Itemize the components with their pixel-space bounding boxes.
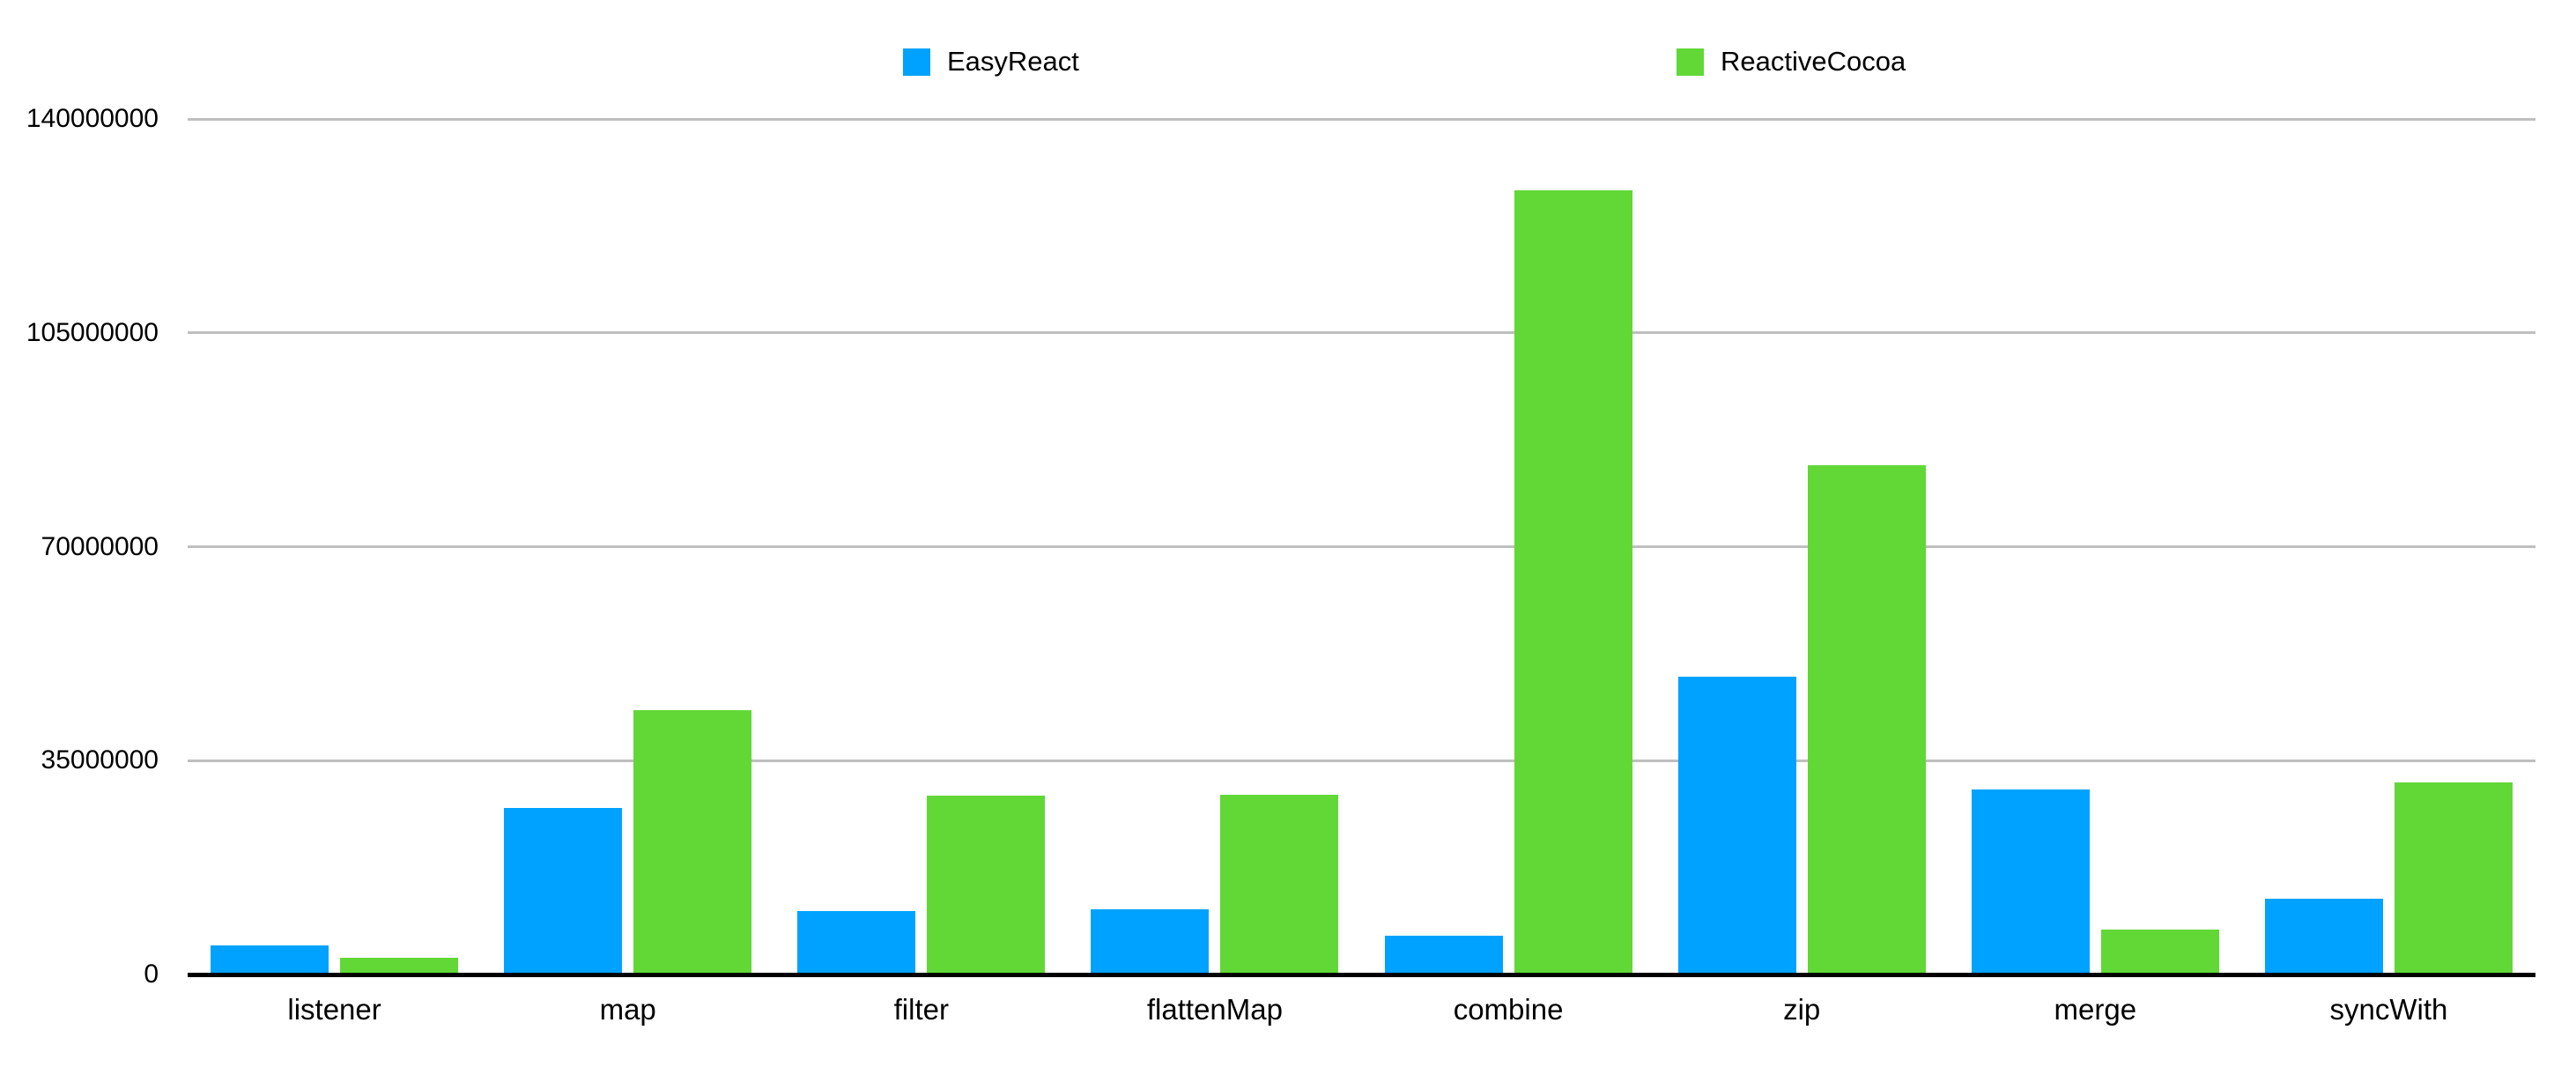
- y-axis-label-140000000: 140000000: [26, 104, 159, 133]
- bar-reactivecocoa-merge: [2100, 929, 2219, 973]
- legend-item-reactivecocoa: ReactiveCocoa: [1677, 42, 1906, 81]
- x-axis-label-zip: zip: [1783, 993, 1821, 1026]
- bar-reactivecocoa-flattenmap: [1220, 795, 1339, 973]
- x-axis-label-merge: merge: [2054, 993, 2137, 1026]
- bar-reactivecocoa-listener: [340, 957, 459, 973]
- bar-easyreact-filter: [797, 910, 916, 973]
- x-axis-label-listener: listener: [287, 993, 381, 1026]
- x-axis-label-map: map: [599, 993, 656, 1026]
- y-axis-label-0: 0: [144, 960, 159, 989]
- bar-easyreact-syncwith: [2264, 899, 2383, 973]
- x-axis-label-combine: combine: [1453, 993, 1564, 1026]
- bar-reactivecocoa-zip: [1807, 465, 1926, 973]
- x-axis-label-filter: filter: [893, 993, 949, 1026]
- bar-easyreact-merge: [1971, 789, 2090, 973]
- legend-swatch-easyreact: [903, 48, 930, 76]
- legend-item-easyreact: EasyReact: [903, 42, 1079, 81]
- bar-easyreact-combine: [1384, 936, 1503, 973]
- gridline-35000000: [188, 759, 2535, 762]
- legend-label-easyreact: EasyReact: [947, 46, 1079, 77]
- bar-easyreact-listener: [211, 945, 329, 973]
- gridline-70000000: [188, 545, 2535, 548]
- y-axis-label-35000000: 35000000: [41, 745, 159, 775]
- bar-easyreact-flattenmap: [1091, 908, 1210, 973]
- legend-label-reactivecocoa: ReactiveCocoa: [1721, 46, 1906, 77]
- legend-swatch-reactivecocoa: [1677, 48, 1704, 76]
- bar-reactivecocoa-combine: [1514, 190, 1632, 973]
- x-axis-label-flattenmap: flattenMap: [1146, 993, 1283, 1026]
- bar-easyreact-map: [504, 807, 623, 973]
- bar-reactivecocoa-syncwith: [2394, 782, 2513, 973]
- x-axis-baseline: [188, 973, 2535, 977]
- bar-reactivecocoa-map: [633, 709, 752, 973]
- gridline-140000000: [188, 117, 2535, 121]
- y-axis-label-105000000: 105000000: [26, 317, 159, 347]
- bar-reactivecocoa-filter: [927, 795, 1046, 973]
- gridline-105000000: [188, 331, 2535, 335]
- x-axis-label-syncwith: syncWith: [2329, 993, 2448, 1026]
- bar-easyreact-zip: [1677, 676, 1796, 973]
- y-axis-label-70000000: 70000000: [41, 531, 159, 561]
